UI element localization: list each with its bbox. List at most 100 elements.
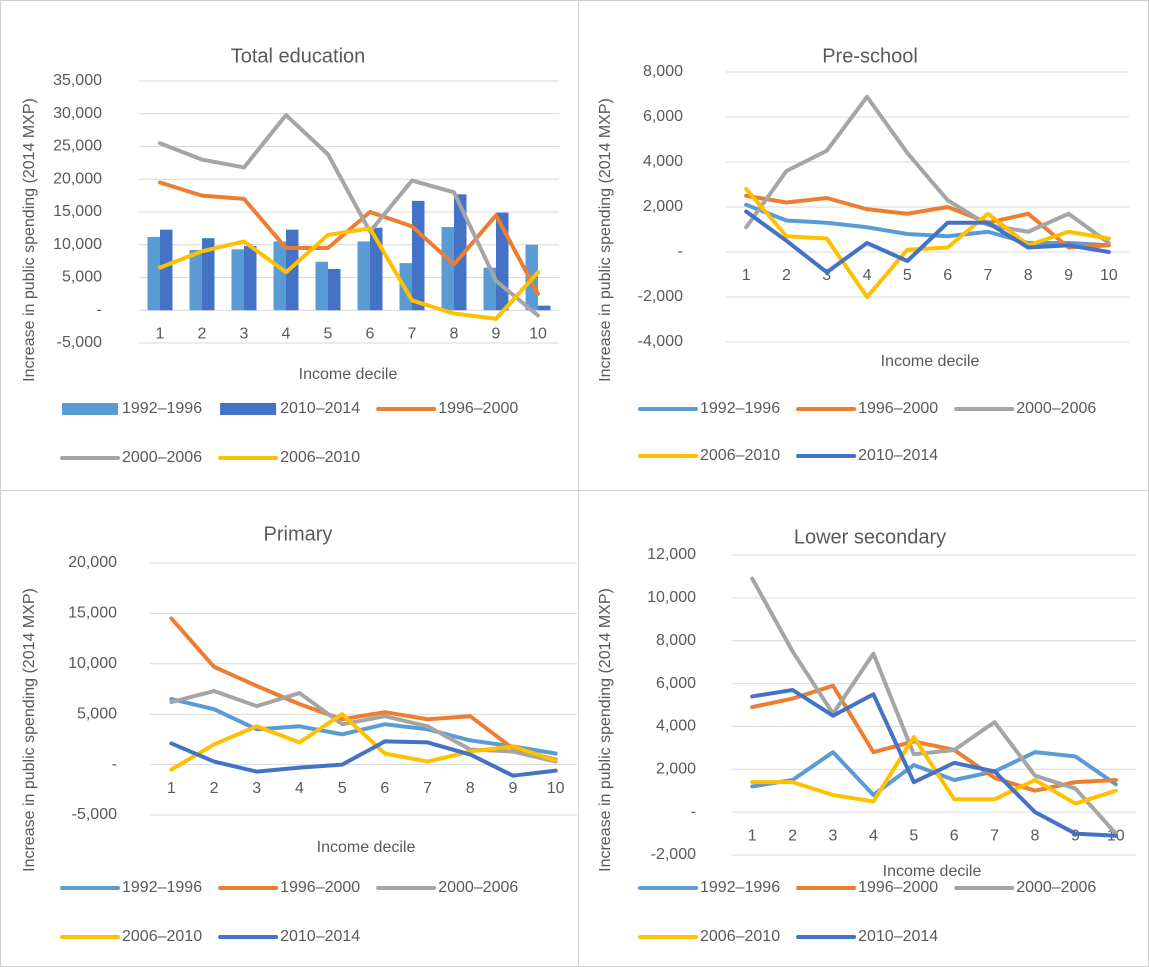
legend-label: 2010–2014 [858, 928, 938, 945]
x-tick-label: 3 [829, 827, 838, 844]
y-tick-label: 8,000 [643, 63, 683, 80]
line [169, 712, 558, 772]
x-tick-label: 1 [156, 325, 165, 342]
x-tick-label: 2 [210, 780, 219, 797]
y-axis-label: Increase in public spending (2014 MXP) [21, 588, 38, 872]
y-tick-label: 30,000 [53, 105, 102, 122]
legend-label: 1992–1996 [122, 879, 202, 896]
y-tick-label: 10,000 [68, 655, 117, 672]
line [750, 576, 1118, 836]
x-tick-label: 7 [990, 827, 999, 844]
legend-swatch [220, 403, 277, 415]
y-axis-label: Increase in public spending (2014 MXP) [597, 588, 614, 872]
x-tick-label: 8 [450, 325, 459, 342]
line [744, 202, 1111, 248]
line [169, 697, 558, 756]
y-tick-label: 2,000 [643, 198, 683, 215]
x-tick-label: 10 [529, 325, 547, 342]
legend-label: 2010–2014 [280, 928, 360, 945]
y-tick-label: -5,000 [57, 334, 102, 351]
bar [357, 241, 370, 311]
line [750, 683, 1118, 793]
legend-label: 1996–2000 [438, 400, 518, 417]
x-tick-label: 1 [167, 780, 176, 797]
chart-title: Primary [264, 523, 333, 545]
bar [273, 241, 286, 311]
y-tick-label: - [97, 301, 102, 318]
line [169, 739, 558, 778]
y-tick-label: 8,000 [656, 632, 696, 649]
x-tick-label: 7 [408, 325, 417, 342]
legend-label: 2000–2006 [1016, 400, 1096, 417]
line [744, 209, 1111, 275]
legend-label: 1996–2000 [858, 400, 938, 417]
line [750, 688, 1118, 838]
chart-title: Lower secondary [794, 526, 946, 548]
legend-label: 1992–1996 [700, 879, 780, 896]
y-tick-label: -5,000 [72, 806, 117, 823]
x-tick-label: 2 [788, 827, 797, 844]
x-axis-label: Income decile [881, 353, 980, 370]
x-tick-label: 6 [380, 780, 389, 797]
legend-label: 2010–2014 [280, 400, 360, 417]
x-tick-label: 9 [1064, 267, 1073, 284]
y-tick-label: -4,000 [638, 333, 683, 350]
x-tick-label: 2 [198, 325, 207, 342]
chart-title: Pre-school [822, 45, 918, 67]
x-tick-label: 6 [950, 827, 959, 844]
bar [160, 229, 173, 311]
x-tick-label: 2 [782, 267, 791, 284]
legend-label: 2010–2014 [858, 447, 938, 464]
legend-label: 2006–2010 [122, 928, 202, 945]
x-tick-label: 3 [240, 325, 249, 342]
y-tick-label: 12,000 [647, 546, 696, 563]
x-tick-label: 9 [492, 325, 501, 342]
y-tick-label: 6,000 [656, 675, 696, 692]
x-tick-label: 4 [869, 827, 878, 844]
y-tick-label: 5,000 [77, 705, 117, 722]
bar [231, 249, 244, 311]
y-tick-label: - [112, 756, 117, 773]
y-tick-label: 2,000 [656, 761, 696, 778]
line [158, 226, 540, 321]
bar [202, 238, 215, 311]
x-tick-label: 5 [909, 827, 918, 844]
x-tick-label: 5 [324, 325, 333, 342]
x-tick-label: 3 [252, 780, 261, 797]
legend-label: 2006–2010 [700, 447, 780, 464]
y-tick-label: - [691, 803, 696, 820]
legend-label: 2000–2006 [1016, 879, 1096, 896]
y-tick-label: 4,000 [643, 153, 683, 170]
legend-label: 2006–2010 [280, 449, 360, 466]
x-axis-label: Income decile [299, 366, 398, 383]
x-tick-label: 5 [903, 267, 912, 284]
y-axis-label: Increase in public spending (2014 MXP) [21, 98, 38, 382]
bar [328, 268, 341, 311]
x-axis-label: Income decile [317, 839, 416, 856]
x-tick-label: 4 [295, 780, 304, 797]
x-tick-label: 9 [1071, 827, 1080, 844]
line [744, 187, 1111, 299]
x-tick-label: 6 [943, 267, 952, 284]
y-tick-label: 20,000 [53, 170, 102, 187]
x-tick-label: 7 [983, 267, 992, 284]
x-tick-label: 4 [863, 267, 872, 284]
legend-swatch [62, 403, 118, 415]
bar [244, 246, 257, 311]
bar [441, 227, 454, 311]
y-axis-label: Increase in public spending (2014 MXP) [597, 98, 614, 382]
x-axis-label: Income decile [883, 863, 982, 880]
x-tick-label: 8 [466, 780, 475, 797]
bar [538, 305, 551, 311]
x-tick-label: 8 [1024, 267, 1033, 284]
bar [147, 236, 160, 311]
x-tick-label: 1 [748, 827, 757, 844]
x-tick-label: 10 [1100, 267, 1118, 284]
x-tick-label: 8 [1031, 827, 1040, 844]
legend-label: 1992–1996 [700, 400, 780, 417]
y-tick-label: 5,000 [62, 269, 102, 286]
y-tick-label: 20,000 [68, 554, 117, 571]
x-tick-label: 5 [338, 780, 347, 797]
legend-label: 1992–1996 [122, 400, 202, 417]
